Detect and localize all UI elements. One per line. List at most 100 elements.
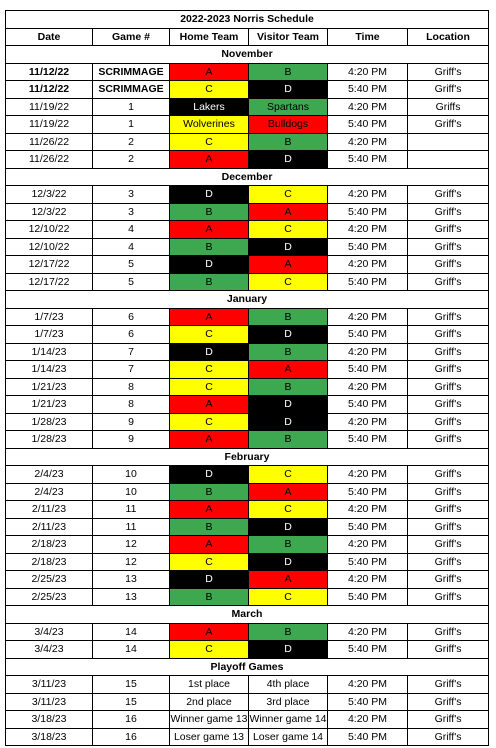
home-team-cell: C xyxy=(169,325,249,344)
location-cell: Griff's xyxy=(406,517,490,536)
home-team-cell: C xyxy=(169,552,249,571)
table-row: 12/17/22 5 D A 4:20 PM Griff's xyxy=(5,255,490,274)
game-number-cell: 16 xyxy=(92,727,170,746)
time-cell: 5:40 PM xyxy=(327,272,408,291)
visitor-team-cell: D xyxy=(248,517,328,536)
schedule-body: 2022-2023 Norris Schedule Date Game # Ho… xyxy=(4,10,490,746)
schedule-sheet: 2022-2023 Norris Schedule Date Game # Ho… xyxy=(4,10,490,746)
table-row: 2/18/23 12 A B 4:20 PM Griff's xyxy=(5,535,490,554)
section-heading: January xyxy=(4,290,490,309)
game-number-cell: 1 xyxy=(92,115,170,134)
visitor-team-cell: A xyxy=(248,570,328,589)
table-row: 11/19/22 1 Lakers Spartans 4:20 PM Griffs xyxy=(5,97,490,116)
game-number-cell: 10 xyxy=(92,465,170,484)
header-date: Date xyxy=(5,27,93,46)
game-number-cell: 8 xyxy=(92,395,170,414)
date-cell: 1/28/23 xyxy=(5,412,93,431)
location-cell: Griff's xyxy=(406,272,490,291)
date-cell: 11/12/22 xyxy=(5,62,93,81)
header-game: Game # xyxy=(92,27,170,46)
table-row: 12/10/22 4 A C 4:20 PM Griff's xyxy=(5,220,490,239)
location-cell: Griff's xyxy=(406,360,490,379)
date-cell: 3/18/23 xyxy=(5,710,93,729)
section-heading: March xyxy=(4,605,490,624)
game-number-cell: 6 xyxy=(92,325,170,344)
visitor-team-cell: Spartans xyxy=(248,97,328,116)
home-team-cell: 1st place xyxy=(169,675,249,694)
time-cell: 4:20 PM xyxy=(327,97,408,116)
section-row: March xyxy=(4,605,490,624)
game-number-cell: 2 xyxy=(92,150,170,169)
date-cell: 3/11/23 xyxy=(5,675,93,694)
time-cell: 4:20 PM xyxy=(327,342,408,361)
time-cell: 5:40 PM xyxy=(327,395,408,414)
location-cell: Griff's xyxy=(406,220,490,239)
visitor-team-cell: C xyxy=(248,500,328,519)
location-cell: Griff's xyxy=(406,80,490,99)
game-number-cell: 9 xyxy=(92,430,170,449)
location-cell: Griff's xyxy=(406,465,490,484)
date-cell: 12/10/22 xyxy=(5,237,93,256)
game-number-cell: 15 xyxy=(92,692,170,711)
time-cell: 5:40 PM xyxy=(327,640,408,659)
schedule-table: 2022-2023 Norris Schedule Date Game # Ho… xyxy=(4,10,490,746)
visitor-team-cell: A xyxy=(248,482,328,501)
time-cell: 5:40 PM xyxy=(327,325,408,344)
date-cell: 12/17/22 xyxy=(5,272,93,291)
home-team-cell: Winner game 13 xyxy=(169,710,249,729)
time-cell: 5:40 PM xyxy=(327,202,408,221)
home-team-cell: D xyxy=(169,465,249,484)
date-cell: 3/4/23 xyxy=(5,622,93,641)
visitor-team-cell: D xyxy=(248,150,328,169)
table-row: 2/11/23 11 B D 5:40 PM Griff's xyxy=(5,517,490,536)
game-number-cell: 6 xyxy=(92,307,170,326)
game-number-cell: 3 xyxy=(92,185,170,204)
date-cell: 2/18/23 xyxy=(5,535,93,554)
date-cell: 11/26/22 xyxy=(5,150,93,169)
time-cell: 4:20 PM xyxy=(327,535,408,554)
game-number-cell: 5 xyxy=(92,255,170,274)
date-cell: 12/17/22 xyxy=(5,255,93,274)
title-row: 2022-2023 Norris Schedule xyxy=(4,10,490,29)
game-number-cell: 13 xyxy=(92,570,170,589)
time-cell: 5:40 PM xyxy=(327,482,408,501)
game-number-cell: SCRIMMAGE xyxy=(92,80,170,99)
date-cell: 1/7/23 xyxy=(5,325,93,344)
visitor-team-cell: D xyxy=(248,237,328,256)
location-cell: Griff's xyxy=(406,307,490,326)
visitor-team-cell: 4th place xyxy=(248,675,328,694)
schedule-title: 2022-2023 Norris Schedule xyxy=(4,10,490,29)
location-cell: Griff's xyxy=(406,430,490,449)
time-cell: 5:40 PM xyxy=(327,115,408,134)
date-cell: 2/11/23 xyxy=(5,517,93,536)
visitor-team-cell: C xyxy=(248,220,328,239)
game-number-cell: 10 xyxy=(92,482,170,501)
game-number-cell: 9 xyxy=(92,412,170,431)
date-cell: 11/12/22 xyxy=(5,80,93,99)
date-cell: 12/10/22 xyxy=(5,220,93,239)
location-cell xyxy=(406,132,490,151)
time-cell: 5:40 PM xyxy=(327,150,408,169)
table-row: 2/18/23 12 C D 5:40 PM Griff's xyxy=(5,552,490,571)
visitor-team-cell: B xyxy=(248,430,328,449)
visitor-team-cell: C xyxy=(248,465,328,484)
table-row: 1/7/23 6 C D 5:40 PM Griff's xyxy=(5,325,490,344)
visitor-team-cell: B xyxy=(248,62,328,81)
home-team-cell: D xyxy=(169,255,249,274)
time-cell: 4:20 PM xyxy=(327,377,408,396)
home-team-cell: A xyxy=(169,307,249,326)
header-home-team: Home Team xyxy=(169,27,249,46)
table-row: 1/14/23 7 D B 4:20 PM Griff's xyxy=(5,342,490,361)
location-cell: Griff's xyxy=(406,325,490,344)
table-row: 1/21/23 8 A D 5:40 PM Griff's xyxy=(5,395,490,414)
location-cell: Griff's xyxy=(406,255,490,274)
location-cell: Griff's xyxy=(406,115,490,134)
date-cell: 11/19/22 xyxy=(5,115,93,134)
visitor-team-cell: D xyxy=(248,395,328,414)
visitor-team-cell: B xyxy=(248,377,328,396)
date-cell: 12/3/22 xyxy=(5,185,93,204)
time-cell: 4:20 PM xyxy=(327,132,408,151)
location-cell: Griff's xyxy=(406,570,490,589)
game-number-cell: 7 xyxy=(92,342,170,361)
time-cell: 5:40 PM xyxy=(327,587,408,606)
